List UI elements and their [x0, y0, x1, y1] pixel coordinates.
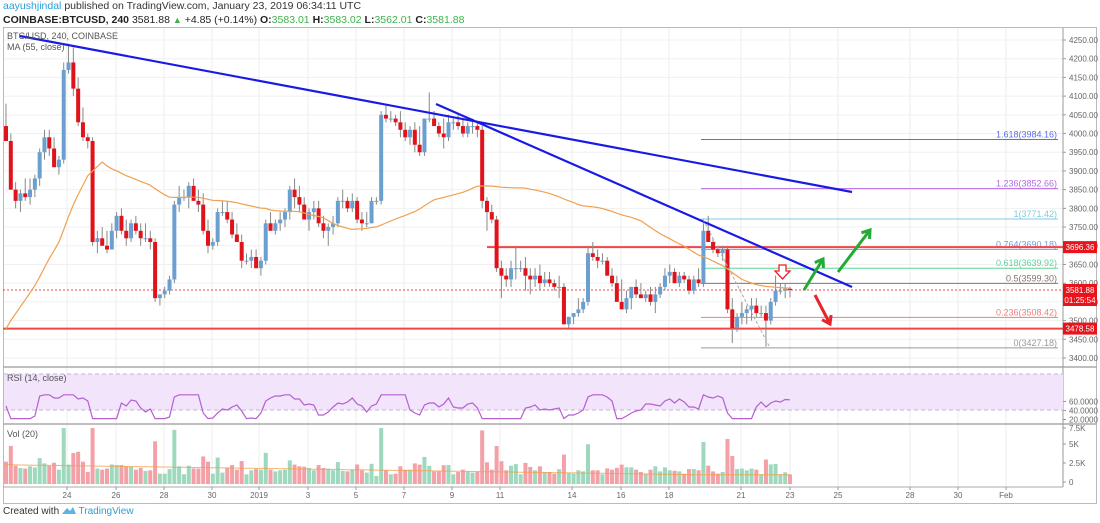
svg-text:7.5K: 7.5K [1069, 424, 1086, 433]
svg-text:18: 18 [665, 491, 674, 500]
tradingview-logo-icon [61, 506, 76, 514]
svg-text:3600.00: 3600.00 [1069, 279, 1098, 288]
svg-text:1.618(3984.16): 1.618(3984.16) [996, 129, 1057, 139]
svg-text:26: 26 [112, 491, 121, 500]
svg-text:24: 24 [63, 491, 72, 500]
svg-text:3581.88: 3581.88 [1066, 286, 1095, 295]
svg-text:25: 25 [834, 491, 843, 500]
svg-text:3800.00: 3800.00 [1069, 204, 1098, 213]
symbol-info: COINBASE:BTCUSD, 240 3581.88 ▲ +4.85 (+0… [3, 14, 464, 26]
svg-text:5K: 5K [1069, 440, 1079, 449]
close-value: 3581.88 [426, 14, 465, 26]
svg-text:0.618(3639.92): 0.618(3639.92) [996, 258, 1057, 268]
low-label: L: [364, 14, 375, 26]
high-value: 3583.02 [323, 14, 362, 26]
svg-text:4000.00: 4000.00 [1069, 130, 1098, 139]
up-triangle-icon: ▲ [172, 15, 182, 25]
high-label: H: [312, 14, 324, 26]
svg-text:0(3427.18): 0(3427.18) [1013, 338, 1057, 348]
svg-text:1(3771.42): 1(3771.42) [1013, 209, 1057, 219]
svg-text:14: 14 [568, 491, 577, 500]
svg-text:Feb: Feb [999, 491, 1013, 500]
svg-text:0: 0 [1069, 478, 1074, 487]
svg-text:16: 16 [617, 491, 626, 500]
symbol: COINBASE:BTCUSD, 240 [3, 14, 130, 26]
price-change: +4.85 (+0.14%) [184, 14, 258, 26]
open-value: 3583.01 [271, 14, 310, 26]
svg-text:28: 28 [906, 491, 915, 500]
svg-text:21: 21 [737, 491, 746, 500]
svg-text:4100.00: 4100.00 [1069, 92, 1098, 101]
svg-text:3400.00: 3400.00 [1069, 354, 1098, 363]
publish-info: aayushjindal published on TradingView.co… [3, 0, 361, 12]
svg-text:3900.00: 3900.00 [1069, 167, 1098, 176]
svg-text:2.5K: 2.5K [1069, 459, 1086, 468]
svg-text:20.0000: 20.0000 [1069, 416, 1098, 425]
legend-vol: Vol (20) [7, 429, 39, 439]
legend-title: BTC/USD, 240, COINBASE [7, 31, 119, 41]
chart-frame [3, 27, 1097, 504]
svg-text:3: 3 [306, 491, 311, 500]
publish-text: published on TradingView.com, January 23… [64, 0, 362, 12]
svg-text:7: 7 [402, 491, 407, 500]
svg-text:3650.00: 3650.00 [1069, 260, 1098, 269]
svg-text:4250.00: 4250.00 [1069, 36, 1098, 45]
svg-text:4150.00: 4150.00 [1069, 73, 1098, 82]
svg-text:3450.00: 3450.00 [1069, 335, 1098, 344]
low-value: 3562.01 [374, 14, 413, 26]
svg-text:1.236(3852.66): 1.236(3852.66) [996, 179, 1057, 189]
legend-rsi: RSI (14, close) [7, 373, 67, 383]
legend-ma: MA (55, close) [7, 42, 65, 52]
open-label: O: [260, 14, 272, 26]
svg-text:28: 28 [160, 491, 169, 500]
svg-text:5: 5 [354, 491, 359, 500]
svg-text:30: 30 [208, 491, 217, 500]
svg-text:60.0000: 60.0000 [1069, 398, 1098, 407]
tradingview-link[interactable]: TradingView [78, 506, 134, 517]
last-price: 3581.88 [131, 14, 170, 26]
svg-text:0.5(3599.30): 0.5(3599.30) [1006, 273, 1057, 283]
created-with-text: Created with [3, 506, 60, 517]
svg-text:23: 23 [786, 491, 795, 500]
svg-text:0.764(3690.18): 0.764(3690.18) [996, 239, 1057, 249]
svg-text:40.0000: 40.0000 [1069, 407, 1098, 416]
svg-text:9: 9 [450, 491, 455, 500]
svg-text:3750.00: 3750.00 [1069, 223, 1098, 232]
author-link[interactable]: aayushjindal [3, 0, 62, 12]
svg-text:3950.00: 3950.00 [1069, 148, 1098, 157]
svg-text:3478.58: 3478.58 [1066, 325, 1095, 334]
svg-text:3500.00: 3500.00 [1069, 317, 1098, 326]
svg-text:11: 11 [496, 491, 505, 500]
svg-text:0.236(3508.42): 0.236(3508.42) [996, 307, 1057, 317]
close-label: C: [415, 14, 427, 26]
svg-text:3696.36: 3696.36 [1066, 243, 1095, 252]
svg-text:3850.00: 3850.00 [1069, 186, 1098, 195]
footer: Created with TradingView [3, 506, 134, 517]
svg-text:4050.00: 4050.00 [1069, 111, 1098, 120]
svg-text:4200.00: 4200.00 [1069, 55, 1098, 64]
svg-text:01:25:54: 01:25:54 [1064, 296, 1096, 305]
svg-text:2019: 2019 [250, 491, 268, 500]
svg-text:30: 30 [954, 491, 963, 500]
